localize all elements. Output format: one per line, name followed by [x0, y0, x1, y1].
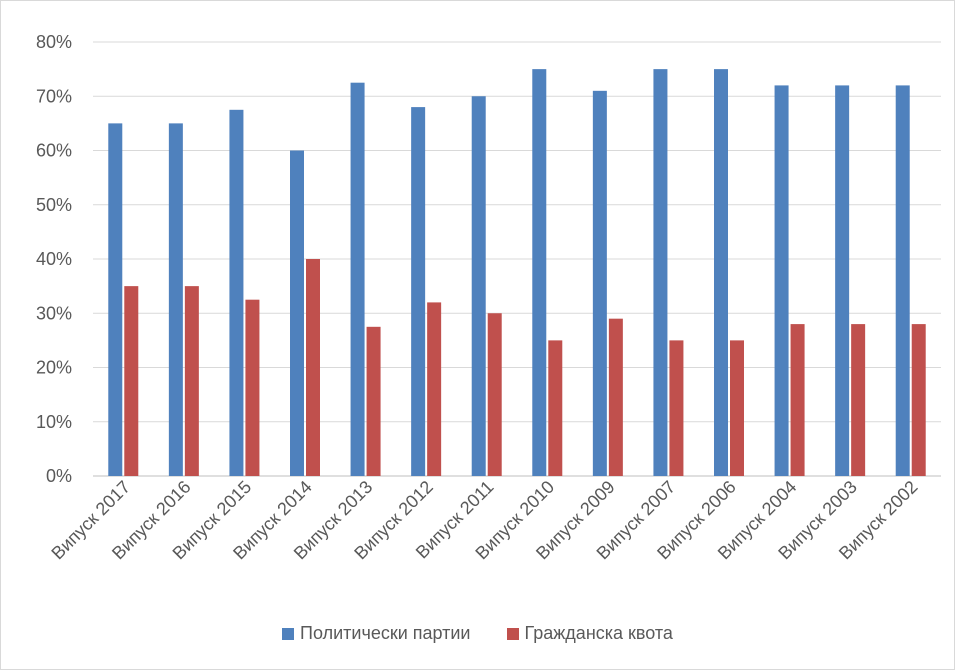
- bar-series-2: [306, 259, 320, 476]
- legend-swatch-series-1: [282, 627, 295, 640]
- bar-series-1: [471, 96, 486, 476]
- y-tick-label: 60%: [36, 141, 72, 161]
- y-tick-label: 30%: [36, 303, 72, 323]
- bar-series-1: [835, 85, 850, 477]
- bar-series-1: [592, 90, 607, 476]
- bar-series-1: [714, 69, 728, 476]
- legend-swatch-series-2: [506, 627, 519, 640]
- y-tick-label: 40%: [36, 249, 72, 269]
- bar-series-2: [669, 340, 684, 476]
- y-tick-label: 10%: [36, 412, 72, 432]
- y-tick-label: 70%: [36, 86, 72, 106]
- bar-series-1: [532, 69, 547, 476]
- bar-series-1: [229, 109, 244, 476]
- bar-series-2: [730, 340, 744, 476]
- bar-series-1: [108, 123, 123, 476]
- bar-series-2: [245, 299, 260, 476]
- bar-series-2: [851, 324, 866, 476]
- bar-series-2: [184, 286, 199, 476]
- bar-series-1: [653, 69, 668, 476]
- y-tick-label: 20%: [36, 358, 72, 378]
- bar-series-1: [290, 150, 304, 476]
- bar-series-2: [124, 286, 139, 476]
- legend: Политически партии Гражданска квота: [0, 623, 955, 644]
- bar-series-1: [168, 123, 183, 476]
- bar-series-1: [774, 85, 789, 477]
- bar-series-2: [608, 318, 623, 476]
- bar-series-1: [350, 82, 365, 476]
- bar-series-2: [548, 340, 563, 476]
- legend-item-series-2: Гражданска квота: [506, 623, 673, 644]
- y-tick-label: 0%: [46, 466, 72, 486]
- y-tick-label: 50%: [36, 195, 72, 215]
- bar-series-1: [411, 107, 426, 476]
- bar-series-2: [790, 324, 805, 476]
- bar-series-2: [427, 302, 442, 476]
- bar-series-2: [911, 324, 926, 476]
- bar-series-2: [366, 326, 381, 476]
- legend-label-series-2: Гражданска квота: [524, 623, 673, 643]
- legend-item-series-1: Политически партии: [282, 623, 471, 644]
- y-axis: 0% 10% 20% 30% 40% 50% 60% 70% 80%: [36, 32, 72, 486]
- bar-series-1: [895, 85, 910, 477]
- bar-series-2: [487, 313, 502, 476]
- y-tick-label: 80%: [36, 32, 72, 52]
- gridlines: [93, 41, 941, 477]
- legend-label-series-1: Политически партии: [300, 623, 471, 643]
- bars: [108, 69, 926, 477]
